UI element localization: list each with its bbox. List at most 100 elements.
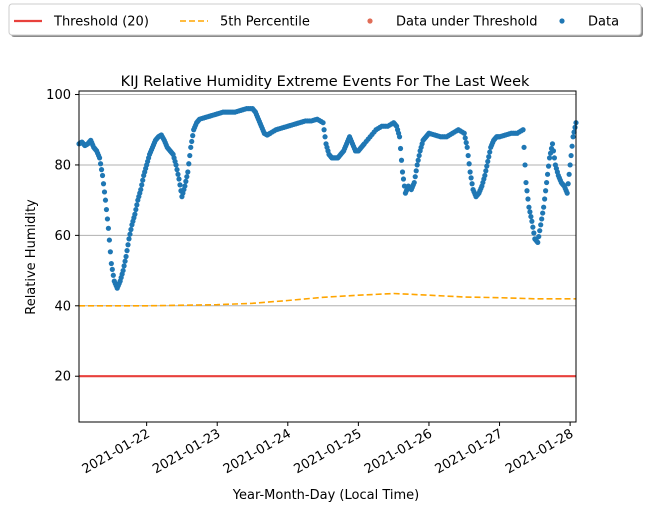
data-point [482, 172, 488, 179]
data-point [184, 174, 190, 180]
data-point [483, 168, 489, 174]
data-point [185, 169, 191, 175]
data-point [103, 206, 110, 213]
data-point [127, 231, 133, 237]
legend: Threshold (20) 5th Percentile Data under T… [8, 3, 643, 37]
data-point [96, 155, 103, 161]
data-point [528, 213, 534, 220]
data-point [530, 224, 536, 230]
data-point [186, 161, 192, 167]
data-point [572, 124, 578, 130]
data-point [564, 190, 570, 196]
data-point [466, 161, 472, 167]
data-point [522, 162, 528, 168]
y-tick-label: 40 [54, 299, 71, 314]
y-tick-label: 100 [46, 88, 71, 103]
data-point [571, 129, 577, 135]
data-point [546, 155, 553, 161]
data-point [411, 179, 417, 186]
data-point [97, 161, 104, 167]
data-point [570, 134, 576, 140]
data-point [465, 152, 471, 159]
data-point [545, 163, 552, 169]
data-point [486, 154, 492, 160]
data-point [485, 158, 491, 165]
data-point [527, 209, 533, 215]
data-point [123, 253, 129, 260]
data-point [102, 197, 109, 203]
data-point [98, 167, 105, 173]
data-point [174, 167, 180, 173]
data-point [521, 144, 527, 150]
data-point [461, 130, 467, 136]
data-point [176, 176, 182, 182]
data-point [173, 162, 179, 168]
data-point [320, 120, 326, 126]
data-point [399, 169, 406, 175]
plot-frame [78, 90, 577, 423]
y-tick-label: 60 [54, 229, 71, 244]
data-point [175, 171, 181, 177]
data-point [182, 183, 188, 189]
legend-label: Threshold (20) [53, 15, 149, 30]
data-point [122, 258, 128, 264]
data-point [542, 196, 548, 202]
data-point [177, 182, 183, 188]
data-point [121, 263, 127, 269]
data-point [549, 141, 556, 147]
data-point [568, 152, 574, 159]
data-point [524, 188, 530, 194]
data-point [520, 127, 526, 133]
data-point [541, 204, 547, 210]
data-point [190, 133, 196, 139]
data-point [106, 237, 112, 243]
data-point [565, 181, 571, 187]
legend-swatch-dot [559, 18, 565, 24]
data-point [189, 138, 195, 145]
data-point [464, 144, 470, 150]
data-point [566, 171, 572, 177]
data-point [120, 267, 126, 274]
data-point [415, 157, 421, 163]
data-point [539, 216, 545, 222]
data-point [139, 182, 145, 188]
data-point [544, 171, 551, 177]
data-point [463, 140, 469, 146]
data-point [526, 204, 532, 210]
data-point [134, 202, 140, 208]
legend-swatch-dot [367, 18, 373, 24]
x-tick-label: 2021-01-22 [80, 426, 153, 477]
data-point [531, 230, 537, 236]
data-point [398, 157, 405, 163]
data-point [538, 222, 544, 228]
data-point [104, 216, 111, 222]
data-point [412, 174, 418, 180]
data-point [529, 218, 535, 224]
data-point [140, 177, 146, 183]
chart-title: KIJ Relative Humidity Extreme Events For… [121, 74, 530, 90]
data-point [133, 206, 139, 213]
percentile-line [79, 292, 576, 307]
data-point [400, 176, 407, 182]
x-axis-label: Year-Month-Day (Local Time) [232, 488, 419, 503]
data-point [107, 249, 113, 255]
x-tick-label: 2021-01-23 [150, 426, 223, 477]
data-point [487, 149, 493, 155]
data-point [536, 233, 542, 240]
data-point [100, 181, 107, 187]
data-point [484, 163, 490, 169]
data-point [138, 186, 144, 193]
data-point [413, 168, 419, 174]
y-tick-label: 80 [54, 158, 71, 173]
data-point [105, 225, 112, 231]
legend-label: Data under Threshold [396, 15, 537, 30]
data-point [126, 236, 132, 242]
data-point [535, 239, 541, 246]
data-point [569, 143, 575, 149]
x-tick-label: 2021-01-27 [433, 426, 506, 477]
y-axis-label: Relative Humidity [24, 199, 39, 315]
data-point [414, 162, 420, 168]
data-point [183, 178, 189, 184]
data-point [128, 226, 134, 233]
